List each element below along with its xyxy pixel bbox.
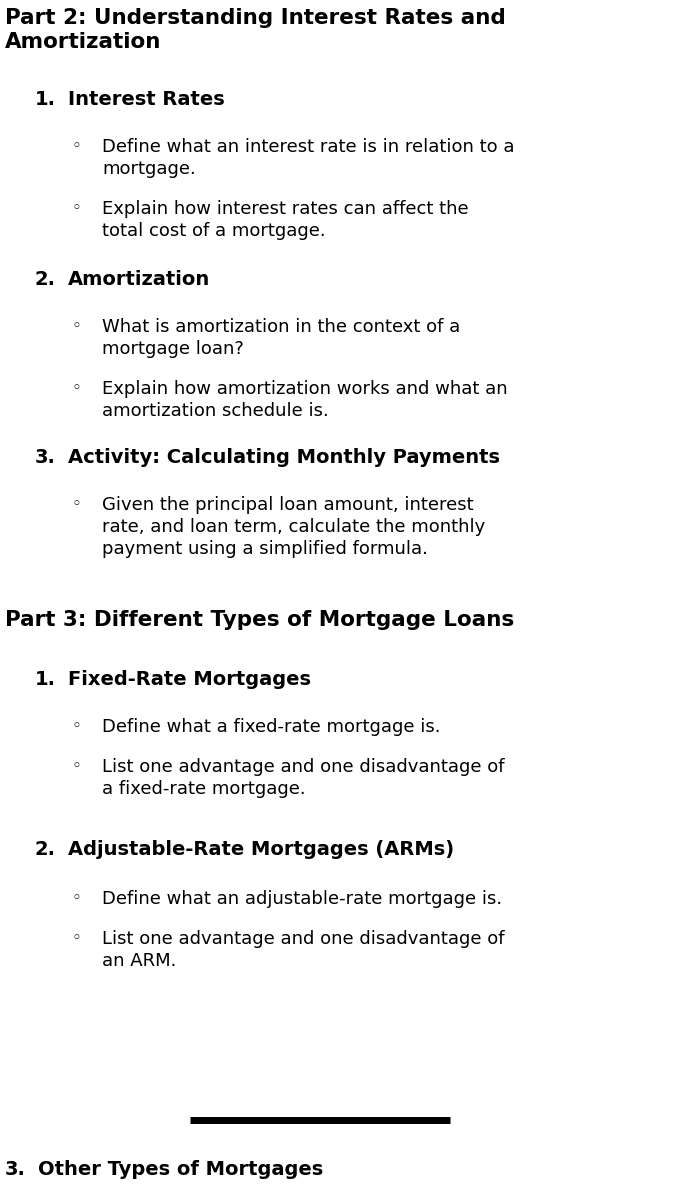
Text: Adjustable-Rate Mortgages (ARMs): Adjustable-Rate Mortgages (ARMs) [68, 840, 454, 859]
Text: What is amortization in the context of a
mortgage loan?: What is amortization in the context of a… [102, 318, 460, 358]
Text: List one advantage and one disadvantage of
an ARM.: List one advantage and one disadvantage … [102, 931, 505, 970]
Text: Define what an adjustable-rate mortgage is.: Define what an adjustable-rate mortgage … [102, 890, 502, 908]
Text: Given the principal loan amount, interest
rate, and loan term, calculate the mon: Given the principal loan amount, interes… [102, 496, 486, 558]
Text: 3.: 3. [5, 1160, 26, 1179]
Text: ◦: ◦ [72, 199, 82, 217]
Text: Define what a fixed-rate mortgage is.: Define what a fixed-rate mortgage is. [102, 718, 441, 735]
Text: Part 3: Different Types of Mortgage Loans: Part 3: Different Types of Mortgage Loan… [5, 610, 514, 630]
Text: Define what an interest rate is in relation to a
mortgage.: Define what an interest rate is in relat… [102, 138, 515, 178]
Text: 3.: 3. [35, 447, 56, 466]
Text: ◦: ◦ [72, 317, 82, 336]
Text: ◦: ◦ [72, 137, 82, 155]
Text: ◦: ◦ [72, 378, 82, 397]
Text: ◦: ◦ [72, 757, 82, 775]
Text: Explain how amortization works and what an
amortization schedule is.: Explain how amortization works and what … [102, 380, 508, 420]
Text: 1.: 1. [35, 90, 56, 109]
Text: Part 2: Understanding Interest Rates and
Amortization: Part 2: Understanding Interest Rates and… [5, 8, 506, 52]
Text: ◦: ◦ [72, 718, 82, 735]
Text: Interest Rates: Interest Rates [68, 90, 225, 109]
Text: Fixed-Rate Mortgages: Fixed-Rate Mortgages [68, 670, 311, 689]
Text: Other Types of Mortgages: Other Types of Mortgages [38, 1160, 323, 1179]
Text: Explain how interest rates can affect the
total cost of a mortgage.: Explain how interest rates can affect th… [102, 200, 469, 240]
Text: ◦: ◦ [72, 889, 82, 907]
Text: 1.: 1. [35, 670, 56, 689]
Text: 2.: 2. [35, 270, 56, 289]
Text: ◦: ◦ [72, 495, 82, 513]
Text: List one advantage and one disadvantage of
a fixed-rate mortgage.: List one advantage and one disadvantage … [102, 758, 505, 798]
Text: ◦: ◦ [72, 929, 82, 947]
Text: Activity: Calculating Monthly Payments: Activity: Calculating Monthly Payments [68, 447, 500, 466]
Text: 2.: 2. [35, 840, 56, 859]
Text: Amortization: Amortization [68, 270, 210, 289]
